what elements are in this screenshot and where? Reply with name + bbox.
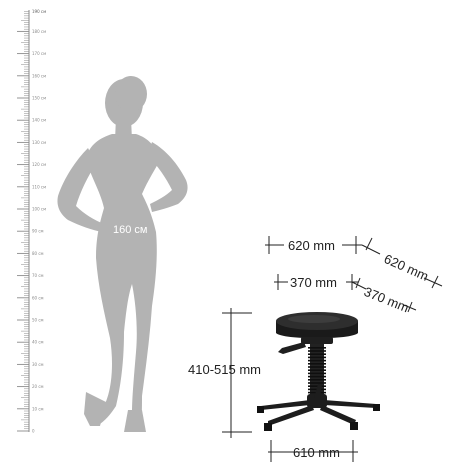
ruler-label: 140 см <box>32 118 46 123</box>
figure-height-label: 160 см <box>113 224 147 236</box>
stool-column-rib <box>308 372 326 375</box>
silhouette-right-arm <box>148 142 188 212</box>
stool-column-rib <box>308 350 326 352</box>
ruler-label: 70 см <box>32 273 44 278</box>
stool-column-rib <box>308 375 326 378</box>
ruler-label: 120 см <box>32 162 46 167</box>
silhouette-right-foot <box>124 410 146 432</box>
stool-foot-2 <box>350 422 358 430</box>
ruler-label: 60 см <box>32 295 44 300</box>
dimension-depth-top-label: 620 mm <box>382 251 431 284</box>
stool-column-rib <box>308 356 326 359</box>
human-silhouette <box>57 76 188 432</box>
stool-base-leg-front-right <box>320 405 356 425</box>
ruler-label: 10 см <box>32 406 44 411</box>
dimension-width-top <box>265 236 362 254</box>
ruler-label: 150 см <box>32 96 46 101</box>
stool-column-rib <box>308 379 326 381</box>
stool-column-rib <box>308 359 326 362</box>
silhouette-left-foot <box>84 392 106 426</box>
ruler-label: 110 см <box>32 184 46 189</box>
stool-column-rib <box>308 385 326 387</box>
silhouette-left-arm <box>57 148 104 232</box>
stool-base-leg-front-left <box>268 405 314 426</box>
silhouette-body <box>86 134 160 430</box>
ruler-label: 40 см <box>32 340 44 345</box>
ruler-label: 190 см <box>32 9 46 14</box>
stool-foot-4 <box>373 404 380 411</box>
stool-column-rib <box>308 369 326 371</box>
dimension-width-top-label: 620 mm <box>288 238 335 253</box>
stool-column-ribs <box>308 347 326 394</box>
stool-base-leg-back <box>314 384 322 398</box>
ruler-label: 20 см <box>32 384 44 389</box>
ruler-label: 180 см <box>32 29 46 34</box>
ruler-labels: 0 10 см 20 см 30 см 40 см 50 см 60 см 70 см 80 с… <box>32 9 46 434</box>
dimension-height-label: 410-515 mm <box>188 362 261 377</box>
height-ruler: 0 10 см 20 см 30 см 40 см 50 см 60 см 70 см 80 с… <box>17 9 46 434</box>
ruler-label: 50 см <box>32 318 44 323</box>
ruler-label: 80 см <box>32 251 44 256</box>
dimension-height <box>222 308 252 438</box>
ruler-ticks <box>17 11 29 432</box>
ruler-label: 170 см <box>32 51 46 56</box>
stool-seat-highlight <box>288 315 340 323</box>
stool-base-leg-back-right <box>324 400 376 408</box>
dimension-depth-top <box>361 237 443 289</box>
silhouette-hair <box>115 76 147 112</box>
ruler-label: 30 см <box>32 362 44 367</box>
dimension-base-width <box>268 440 358 462</box>
stool-base-leg-back-left <box>261 400 310 410</box>
ruler-label: 0 <box>32 429 35 434</box>
stool-foot-1 <box>264 423 272 431</box>
ruler-label: 130 см <box>32 140 46 145</box>
stool-column-rib <box>308 353 326 355</box>
ruler-label: 90 см <box>32 229 44 234</box>
ruler-label: 100 см <box>32 207 46 212</box>
ruler-label: 190 см <box>32 9 46 14</box>
stool-column-rib <box>308 366 326 368</box>
stool-seat-mount <box>301 337 333 344</box>
dimension-seat-width-label: 370 mm <box>290 275 337 290</box>
stool-column-rib <box>308 347 326 349</box>
stool-column-rib <box>308 382 326 384</box>
stool-column-rib <box>308 363 326 365</box>
stool-product <box>257 312 380 431</box>
dimension-base-width-label: 610 mm <box>293 445 340 460</box>
dimension-seat-depth-label: 370 mm <box>362 284 411 316</box>
dimension-seat-depth <box>351 277 417 313</box>
stool-foot-3 <box>257 406 264 413</box>
ruler-label: 160 см <box>32 73 46 78</box>
stool-height-lever <box>278 342 306 354</box>
stool-base-hub <box>307 394 327 408</box>
